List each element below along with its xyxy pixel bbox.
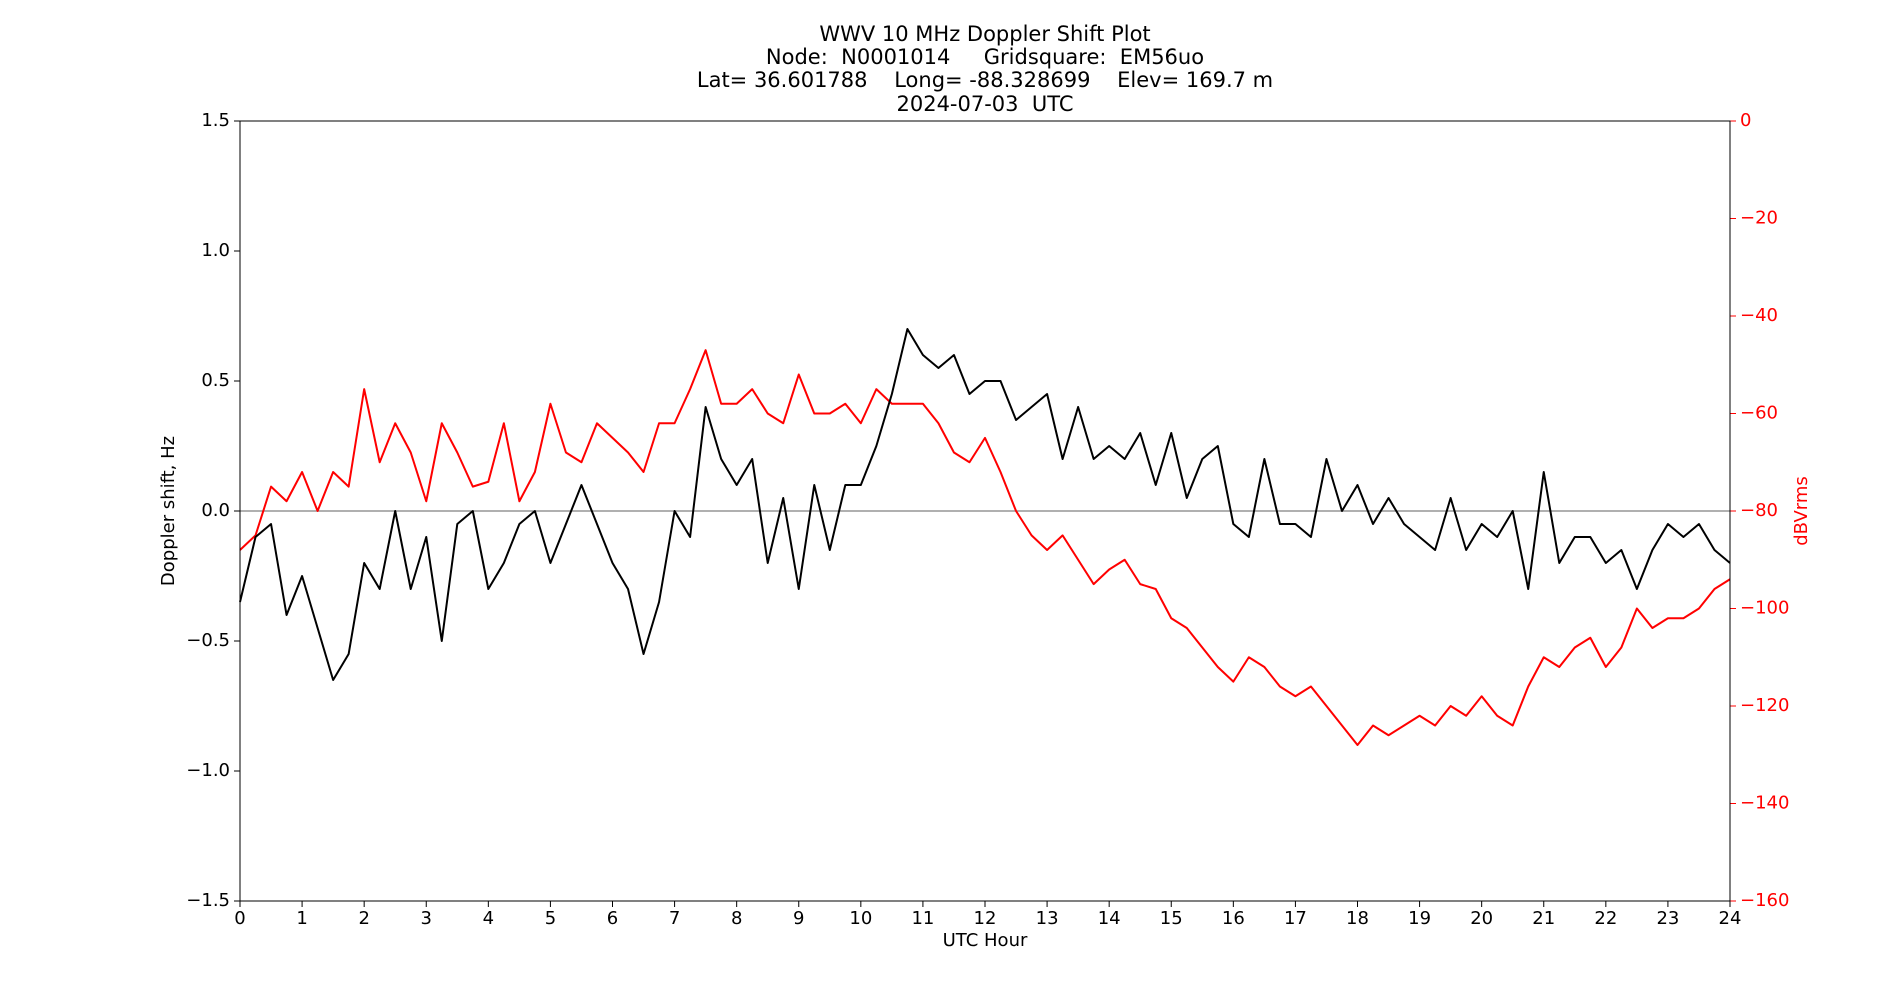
x-tick-label: 13 bbox=[1036, 908, 1059, 929]
y2-tick-label: −20 bbox=[1740, 208, 1778, 229]
x-tick-label: 18 bbox=[1346, 908, 1369, 929]
x-tick-label: 9 bbox=[793, 908, 804, 929]
x-tick-label: 3 bbox=[421, 908, 432, 929]
y-tick-label: 1.0 bbox=[201, 240, 230, 261]
y-tick-label: −1.0 bbox=[186, 760, 230, 781]
data-line bbox=[239, 328, 1731, 681]
y-tick-label: 1.5 bbox=[201, 110, 230, 131]
x-tick-label: 21 bbox=[1532, 908, 1555, 929]
x-tick-label: 12 bbox=[974, 908, 997, 929]
y-tick-label: 0.5 bbox=[201, 370, 230, 391]
chart-subtitle: 2024-07-03 UTC bbox=[896, 92, 1073, 116]
x-tick-label: 1 bbox=[296, 908, 307, 929]
x-tick-label: 7 bbox=[669, 908, 680, 929]
x-tick-label: 23 bbox=[1656, 908, 1679, 929]
x-tick-label: 6 bbox=[607, 908, 618, 929]
x-tick-label: 24 bbox=[1719, 908, 1742, 929]
chart-subtitle: Lat= 36.601788 Long= -88.328699 Elev= 16… bbox=[697, 68, 1273, 92]
y2-tick-label: 0 bbox=[1740, 110, 1751, 131]
x-tick-label: 0 bbox=[234, 908, 245, 929]
x-tick-label: 14 bbox=[1098, 908, 1121, 929]
x-tick-label: 5 bbox=[545, 908, 556, 929]
y-tick-label: −1.5 bbox=[186, 890, 230, 911]
x-tick-label: 10 bbox=[849, 908, 872, 929]
x-tick-label: 8 bbox=[731, 908, 742, 929]
y2-tick-label: −120 bbox=[1740, 695, 1789, 716]
y2-axis-label: dBVrms bbox=[1791, 476, 1812, 546]
y2-tick-label: −80 bbox=[1740, 500, 1778, 521]
x-axis-label: UTC Hour bbox=[943, 930, 1028, 951]
y2-tick-label: −40 bbox=[1740, 305, 1778, 326]
y-tick-label: −0.5 bbox=[186, 630, 230, 651]
x-tick-label: 11 bbox=[911, 908, 934, 929]
plot-frame bbox=[239, 120, 1731, 902]
y2-tick-label: −160 bbox=[1740, 890, 1789, 911]
chart-subtitle: Node: N0001014 Gridsquare: EM56uo bbox=[766, 45, 1204, 69]
x-tick-label: 20 bbox=[1470, 908, 1493, 929]
y-tick-label: 0.0 bbox=[201, 500, 230, 521]
x-tick-label: 17 bbox=[1284, 908, 1307, 929]
x-tick-label: 16 bbox=[1222, 908, 1245, 929]
data-line bbox=[239, 349, 1731, 746]
x-tick-label: 4 bbox=[483, 908, 494, 929]
y2-tick-label: −60 bbox=[1740, 403, 1778, 424]
x-tick-label: 22 bbox=[1594, 908, 1617, 929]
x-tick-label: 15 bbox=[1160, 908, 1183, 929]
y-axis-label: Doppler shift, Hz bbox=[158, 436, 179, 586]
y2-tick-label: −100 bbox=[1740, 598, 1789, 619]
x-tick-label: 2 bbox=[358, 908, 369, 929]
x-tick-label: 19 bbox=[1408, 908, 1431, 929]
y2-tick-label: −140 bbox=[1740, 793, 1789, 814]
chart-title: WWV 10 MHz Doppler Shift Plot bbox=[819, 22, 1150, 46]
